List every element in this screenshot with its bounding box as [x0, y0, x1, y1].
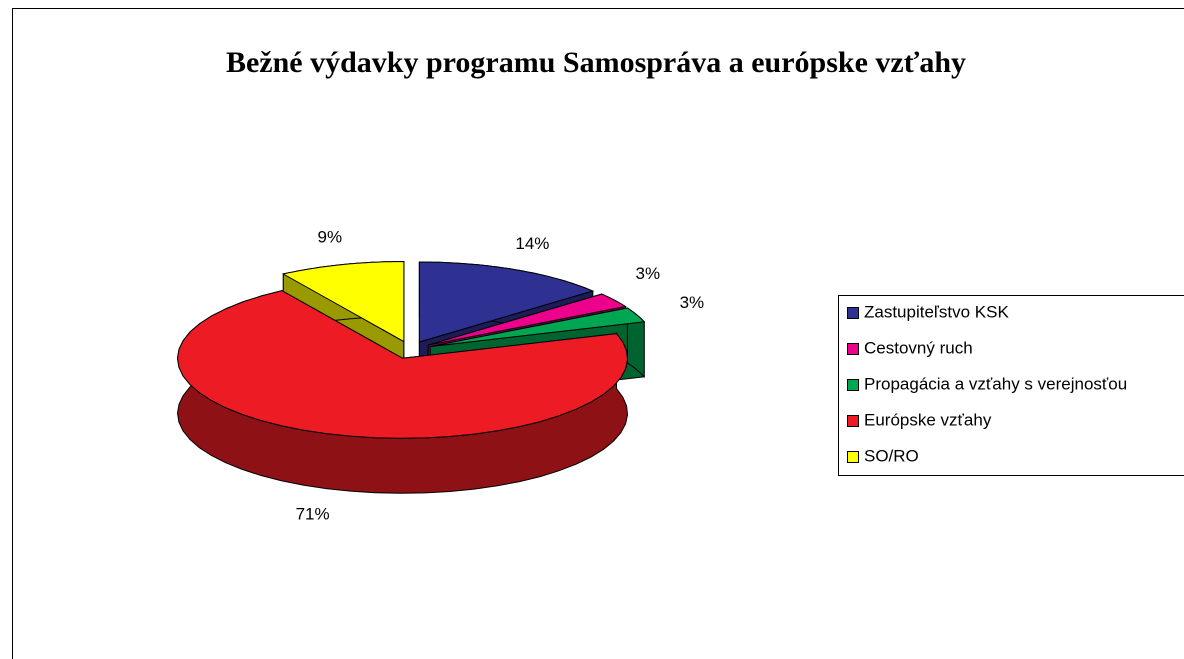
- legend-label: Cestovný ruch: [864, 338, 973, 357]
- data-label: 3%: [680, 293, 705, 312]
- legend-swatch: [847, 307, 859, 319]
- legend-swatch: [847, 343, 859, 355]
- legend-swatch: [847, 415, 859, 427]
- slice: [418, 261, 595, 343]
- slice: [428, 293, 627, 346]
- chart-title: Bežné výdavky programu Samospráva a euró…: [226, 46, 966, 79]
- data-label: 3%: [635, 264, 660, 283]
- data-label: 9%: [318, 227, 343, 246]
- legend-label: Propagácia a vzťahy s verejnosťou: [864, 374, 1127, 393]
- slice: [430, 307, 646, 348]
- slice: [281, 260, 405, 343]
- legend-label: Zastupiteľstvo KSK: [864, 302, 1009, 321]
- data-label: 71%: [296, 504, 330, 523]
- legend-label: Európske vzťahy: [864, 410, 992, 429]
- legend-box: [838, 295, 1184, 476]
- slice: [176, 290, 629, 439]
- legend-swatch: [847, 379, 859, 391]
- data-label: 14%: [515, 234, 549, 253]
- legend-swatch: [847, 451, 859, 463]
- legend-label: SO/RO: [864, 446, 919, 465]
- pie: [176, 260, 646, 494]
